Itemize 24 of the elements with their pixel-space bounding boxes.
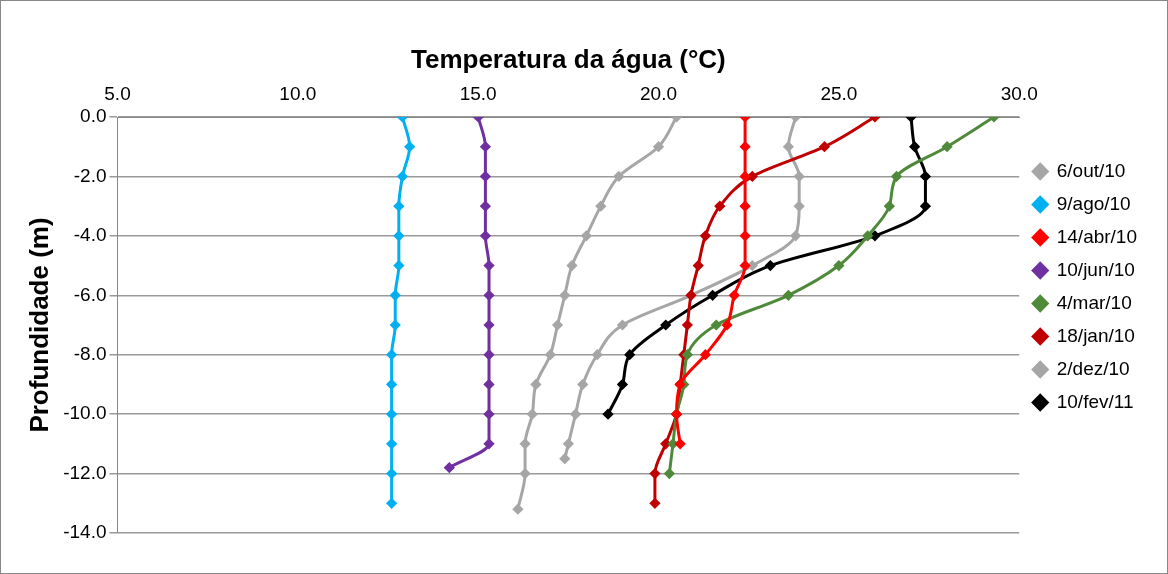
y-tick-label: -2.0 (73, 164, 107, 186)
legend-label: 6/out/10 (1056, 159, 1126, 181)
legend-label: 2/dez/10 (1056, 357, 1130, 379)
legend-label: 10/jun/10 (1056, 258, 1135, 280)
y-tick-label: -14.0 (63, 521, 107, 543)
y-tick-label: -4.0 (73, 224, 107, 246)
x-tick-label: 5.0 (104, 82, 131, 104)
legend-label: 18/jan/10 (1056, 324, 1135, 346)
x-axis-title: Temperatura da água (°C) (410, 43, 726, 74)
y-tick-label: -12.0 (63, 461, 107, 483)
x-tick-label: 10.0 (279, 82, 317, 104)
legend-label: 4/mar/10 (1056, 291, 1132, 313)
y-tick-label: -8.0 (73, 342, 107, 364)
x-tick-label: 25.0 (820, 82, 858, 104)
legend-label: 14/abr/10 (1056, 225, 1138, 247)
y-axis-title: Profundidade (m) (23, 217, 54, 433)
y-tick-label: -6.0 (73, 283, 107, 305)
x-tick-label: 20.0 (640, 82, 678, 104)
x-tick-label: 15.0 (459, 82, 497, 104)
legend-label: 10/fev/11 (1056, 390, 1134, 412)
legend-label: 9/ago/10 (1056, 192, 1131, 214)
y-tick-label: 0.0 (80, 105, 107, 127)
y-tick-label: -10.0 (63, 402, 107, 424)
x-tick-label: 30.0 (1000, 82, 1038, 104)
